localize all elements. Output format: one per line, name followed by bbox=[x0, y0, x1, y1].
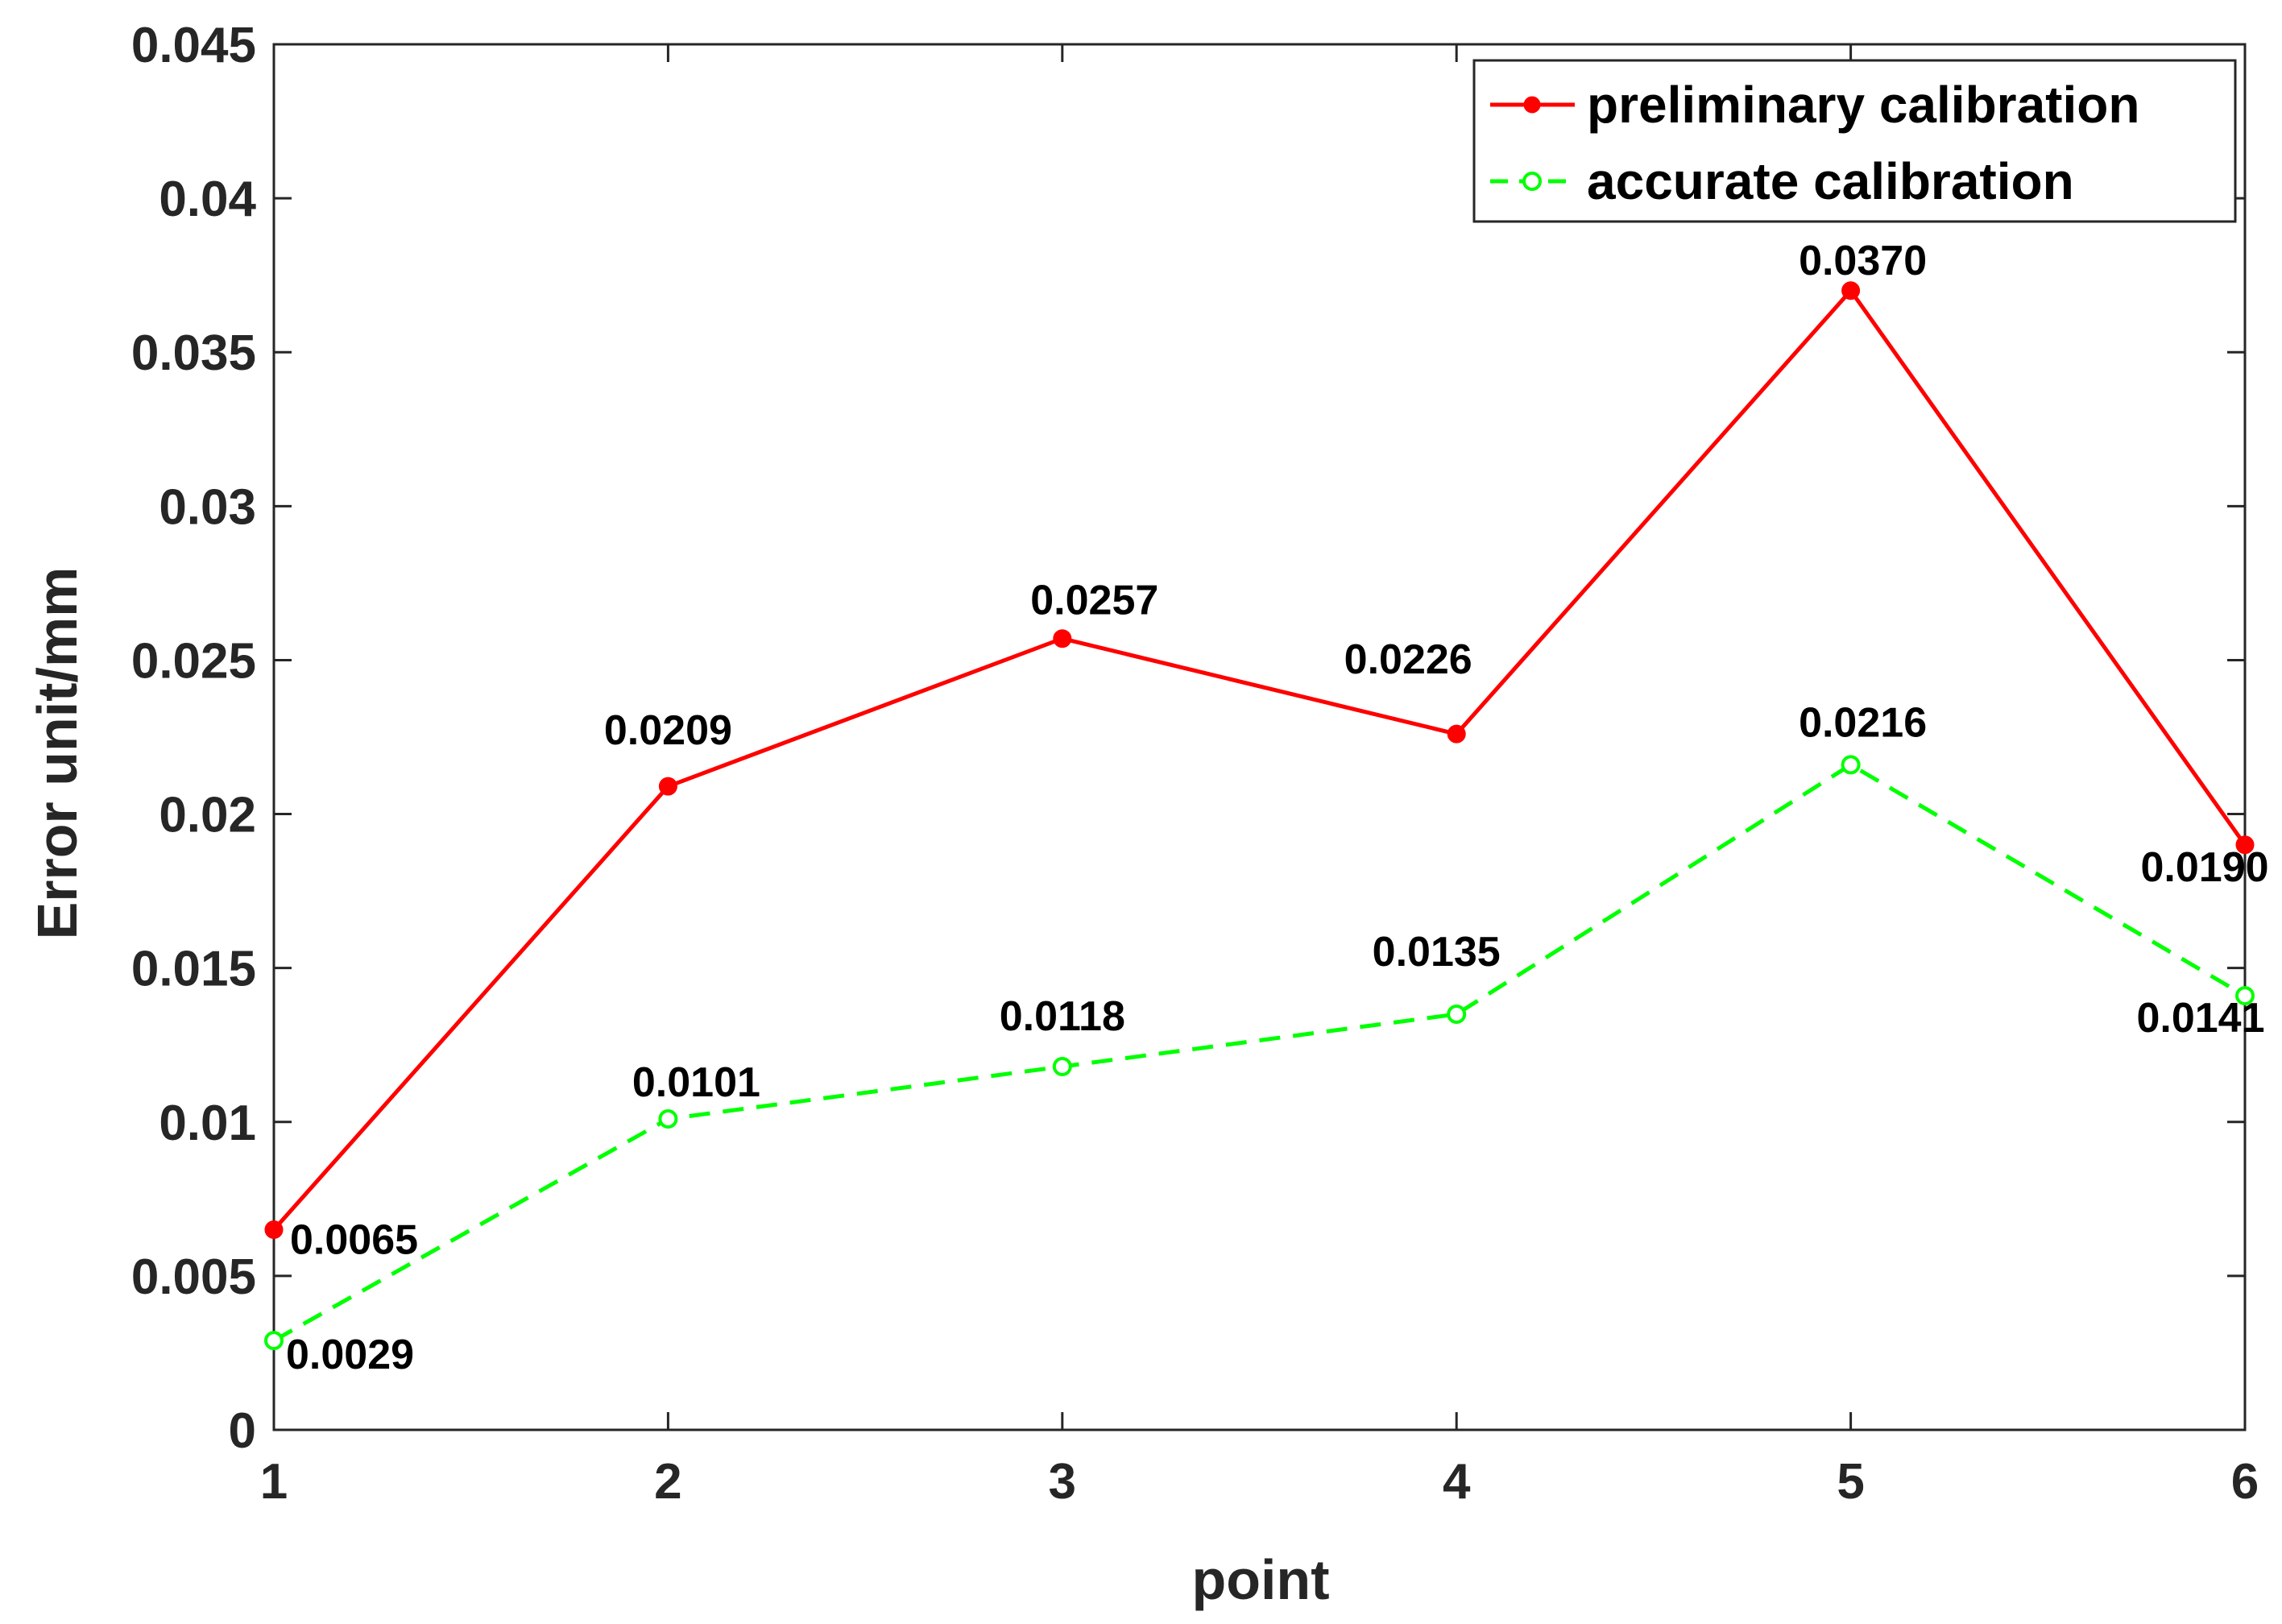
axes-box bbox=[272, 43, 2247, 1431]
data-point bbox=[1447, 1005, 1467, 1024]
x-axis-label: point bbox=[1191, 1548, 1329, 1611]
data-label: 0.0226 bbox=[1344, 636, 1472, 683]
y-tick-label: 0.01 bbox=[159, 1096, 256, 1151]
y-axis-label: Error unit/mm bbox=[26, 567, 89, 940]
data-label: 0.0257 bbox=[1030, 578, 1158, 624]
x-tick-label: 6 bbox=[2231, 1454, 2259, 1510]
data-point bbox=[1447, 724, 1466, 744]
series-line-2 bbox=[272, 762, 2247, 1343]
plot-area bbox=[264, 281, 2255, 1351]
data-label: 0.0101 bbox=[632, 1059, 760, 1106]
data-point bbox=[2235, 986, 2255, 1006]
y-tick-label: 0.035 bbox=[131, 325, 256, 381]
y-tick-label: 0.03 bbox=[159, 479, 256, 535]
data-point bbox=[658, 777, 677, 796]
legend-label-2: accurate calibration bbox=[1587, 152, 2074, 210]
y-tick-label: 0 bbox=[229, 1403, 256, 1459]
data-label: 0.0118 bbox=[1000, 993, 1125, 1040]
legend-box bbox=[1472, 59, 2237, 223]
data-label: 0.0209 bbox=[604, 707, 732, 754]
legend: preliminary calibration accurate calibrat… bbox=[1472, 59, 2237, 223]
legend-marker bbox=[1522, 172, 1542, 191]
data-label: 0.0141 bbox=[2136, 995, 2264, 1042]
series-line-1 bbox=[272, 288, 2247, 1232]
data-label: 0.0065 bbox=[290, 1217, 418, 1264]
data-label: 0.0370 bbox=[1799, 238, 1927, 284]
data-point bbox=[1052, 1056, 1072, 1076]
data-label: 0.0216 bbox=[1799, 699, 1927, 746]
x-tick-label: 1 bbox=[260, 1454, 288, 1510]
legend-label-1: preliminary calibration bbox=[1587, 76, 2139, 134]
data-point bbox=[264, 1220, 284, 1240]
data-label: 0.0190 bbox=[2140, 844, 2268, 891]
data-point bbox=[264, 1331, 284, 1351]
data-point bbox=[1053, 629, 1072, 648]
data-point bbox=[2235, 835, 2255, 855]
legend-marker bbox=[1523, 96, 1541, 114]
x-tick-label: 2 bbox=[654, 1454, 681, 1510]
x-tick-label: 4 bbox=[1443, 1454, 1471, 1510]
x-tick-label: 5 bbox=[1837, 1454, 1864, 1510]
x-tick-label: 3 bbox=[1049, 1454, 1076, 1510]
data-label: 0.0135 bbox=[1373, 929, 1501, 976]
data-point bbox=[658, 1108, 678, 1129]
y-tick-label: 0.045 bbox=[131, 18, 256, 73]
y-tick-label: 0.04 bbox=[159, 172, 256, 227]
y-tick-label: 0.025 bbox=[131, 633, 256, 689]
axes: 0 0.005 0.01 0.015 0.02 0.025 0.03 0.035 0.04 0.0… bbox=[131, 18, 2259, 1510]
y-tick-label: 0.005 bbox=[131, 1249, 256, 1305]
data-label: 0.0029 bbox=[286, 1332, 414, 1378]
data-labels: 0.0065 0.0209 0.0257 0.0226 0.0370 0.0190 0.00… bbox=[286, 238, 2269, 1378]
data-point bbox=[1841, 281, 1861, 300]
y-tick-label: 0.015 bbox=[131, 942, 256, 997]
data-point bbox=[1841, 755, 1861, 775]
y-tick-label: 0.02 bbox=[159, 788, 256, 843]
